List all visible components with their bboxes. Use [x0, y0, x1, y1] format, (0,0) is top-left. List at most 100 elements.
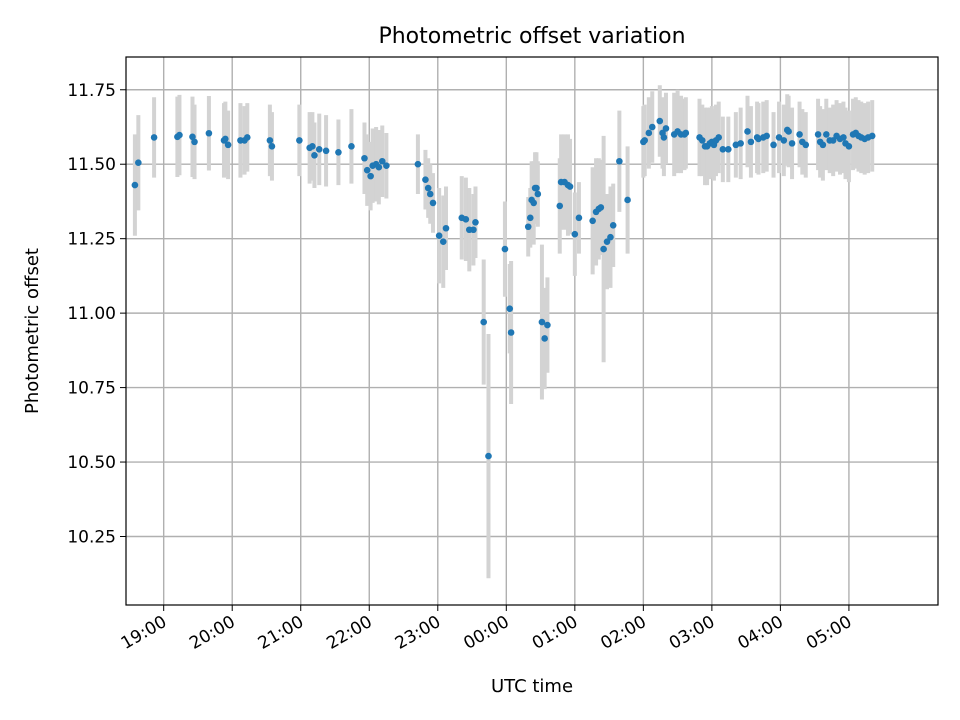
data-point	[506, 305, 514, 312]
x-tick-label: 23:00	[392, 612, 444, 654]
data-point	[802, 141, 810, 149]
data-point	[429, 199, 437, 207]
data-point	[367, 172, 374, 180]
data-point	[534, 190, 542, 198]
x-tick-label: 05:00	[803, 612, 855, 654]
data-point	[191, 138, 198, 146]
data-point	[426, 190, 434, 198]
data-point	[363, 166, 371, 174]
plot-area	[125, 56, 939, 606]
data-point	[150, 134, 158, 141]
data-point	[609, 221, 617, 229]
data-point	[719, 146, 727, 153]
data-point	[315, 146, 323, 153]
data-point	[470, 226, 477, 234]
data-point	[189, 133, 196, 141]
plot-frame	[125, 56, 939, 606]
y-tick-label: 11.00	[67, 304, 116, 324]
data-point	[485, 452, 492, 460]
x-axis-label: UTC time	[491, 676, 573, 697]
data-point	[243, 134, 251, 141]
data-point	[524, 223, 532, 231]
data-point	[424, 184, 432, 192]
data-point	[788, 140, 796, 147]
x-axis-ticks: 19:00 20:00 21:00 22:00 23:00 00:00 01:00 02:00…	[118, 605, 855, 654]
x-tick-label: 00:00	[460, 612, 512, 654]
data-point	[472, 218, 479, 226]
x-tick-label: 19:00	[118, 612, 170, 654]
data-point	[507, 329, 515, 336]
data-point	[176, 131, 183, 139]
data-point	[383, 162, 390, 170]
y-tick-label: 10.50	[67, 453, 116, 473]
data-point	[566, 183, 574, 190]
data-point	[311, 151, 318, 159]
data-point	[737, 140, 744, 147]
data-points	[131, 117, 876, 460]
data-point	[814, 131, 822, 138]
data-point	[296, 137, 303, 144]
data-point	[530, 199, 538, 207]
data-point	[648, 123, 656, 131]
data-point	[823, 131, 830, 138]
data-point	[845, 143, 853, 150]
data-point	[442, 224, 450, 232]
x-tick-label: 21:00	[255, 612, 307, 654]
data-point	[616, 157, 623, 165]
data-point	[698, 137, 706, 144]
x-tick-label: 04:00	[734, 612, 786, 654]
data-point	[725, 146, 732, 153]
y-tick-label: 11.25	[67, 230, 116, 250]
data-point	[375, 163, 383, 171]
data-point	[589, 217, 596, 225]
data-point	[224, 141, 232, 149]
data-point	[656, 117, 664, 125]
y-axis-ticks: 10.25 10.50 10.75 11.00 11.25 11.50 11.75	[67, 81, 126, 548]
data-point	[868, 132, 876, 140]
data-point	[819, 141, 827, 149]
data-point	[641, 137, 649, 144]
data-point	[135, 159, 142, 167]
x-tick-label: 22:00	[323, 612, 375, 654]
data-point	[607, 233, 614, 241]
x-tick-label: 20:00	[186, 612, 238, 654]
data-point	[501, 245, 509, 253]
data-point	[378, 157, 386, 165]
data-point	[682, 129, 690, 137]
data-point	[571, 230, 579, 238]
x-tick-label: 02:00	[597, 612, 649, 654]
y-tick-label: 11.75	[67, 81, 116, 101]
data-point	[597, 204, 605, 211]
data-point	[348, 143, 355, 150]
data-point	[770, 141, 777, 149]
data-point	[205, 129, 213, 137]
data-point	[780, 137, 788, 144]
data-point	[600, 245, 607, 253]
data-point	[538, 318, 546, 326]
data-point	[840, 134, 847, 141]
data-point	[645, 129, 653, 137]
y-tick-label: 10.75	[67, 379, 116, 399]
data-point	[422, 176, 429, 184]
data-point	[268, 143, 276, 150]
x-tick-label: 03:00	[666, 612, 718, 654]
data-point	[744, 128, 751, 135]
data-point	[541, 335, 548, 342]
data-point	[575, 214, 583, 222]
y-axis-label: Photometric offset	[22, 248, 43, 414]
data-point	[775, 134, 783, 141]
x-tick-label: 01:00	[529, 612, 581, 654]
data-point	[785, 128, 792, 135]
data-point	[763, 132, 770, 140]
chart-title: Photometric offset variation	[378, 24, 685, 49]
data-point	[361, 154, 368, 162]
y-tick-label: 11.50	[67, 155, 116, 175]
data-point	[603, 238, 611, 245]
data-point	[222, 135, 229, 143]
data-point	[309, 143, 316, 150]
data-point	[624, 196, 631, 204]
y-tick-label: 10.25	[67, 528, 116, 548]
data-point	[131, 181, 139, 189]
data-point	[435, 232, 443, 239]
